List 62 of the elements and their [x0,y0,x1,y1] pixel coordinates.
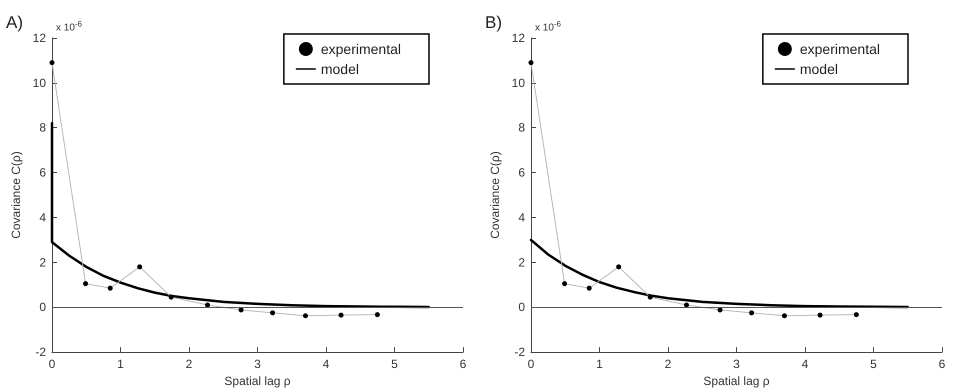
x-tick-label: 6 [460,357,467,372]
x-tick-label: 2 [186,357,193,372]
point [168,294,174,300]
point [586,286,592,291]
y-tick-label: -2 [35,345,46,360]
text: A) [6,13,23,32]
x-tick-label: 1 [596,357,604,372]
y-tick-label: 10 [32,76,46,90]
point [270,310,276,316]
y-tick-label: 2 [518,255,526,270]
y-tick-label: 12 [512,31,526,45]
point [108,286,113,291]
y-axis-title: Covariance C(ρ) [488,151,502,239]
x-axis-title: Spatial lag ρ [224,374,291,388]
text: B) [485,13,502,32]
point [749,310,754,316]
x-axis-title: Spatial lag ρ [703,374,770,388]
y-tick-label: 4 [39,210,46,224]
x-tick-label: 4 [322,357,330,372]
point [338,312,344,318]
point [302,313,308,318]
y-axis-title: Covariance C(ρ) [8,151,23,239]
point [528,60,534,66]
y-tick-label: 10 [512,76,526,90]
y-tick-label: 2 [39,255,46,270]
point [684,302,689,308]
y-tick-label: 4 [518,210,526,224]
legend-label: experimental [800,41,880,57]
x-tick-label: 0 [48,357,56,372]
point [50,60,54,66]
point [137,264,142,270]
y-tick-label: 8 [518,120,526,135]
point [562,281,568,286]
x-tick-label: 0 [528,357,535,372]
x-tick-label: 4 [802,357,809,372]
x-tick-label: 3 [254,357,262,372]
y-tick-label: 6 [518,166,526,180]
line-series [530,238,909,308]
x-tick-label: 2 [664,357,672,372]
x-tick-label: 5 [391,357,398,372]
point [854,312,859,318]
legend-label: experimental [320,41,402,57]
y-tick-label: 12 [32,31,46,45]
y-tick-label: 8 [39,120,46,135]
x-tick-label: 1 [117,357,124,372]
y-tick-label: 0 [518,300,526,314]
point [782,313,787,318]
y-tick-label: 6 [39,166,46,180]
point [818,312,823,318]
x-tick-label: 5 [870,357,878,372]
legend-label: model [320,61,359,77]
point [83,281,88,286]
y-tick-label: -2 [514,345,526,360]
line-series [50,122,430,308]
legend-label: model [800,61,838,77]
point [648,294,653,300]
y-tick-label: 0 [39,300,46,314]
point [374,312,380,318]
x-tick-label: 3 [733,357,740,372]
point [205,302,210,308]
x-tick-label: 6 [938,357,946,372]
point [616,264,622,270]
